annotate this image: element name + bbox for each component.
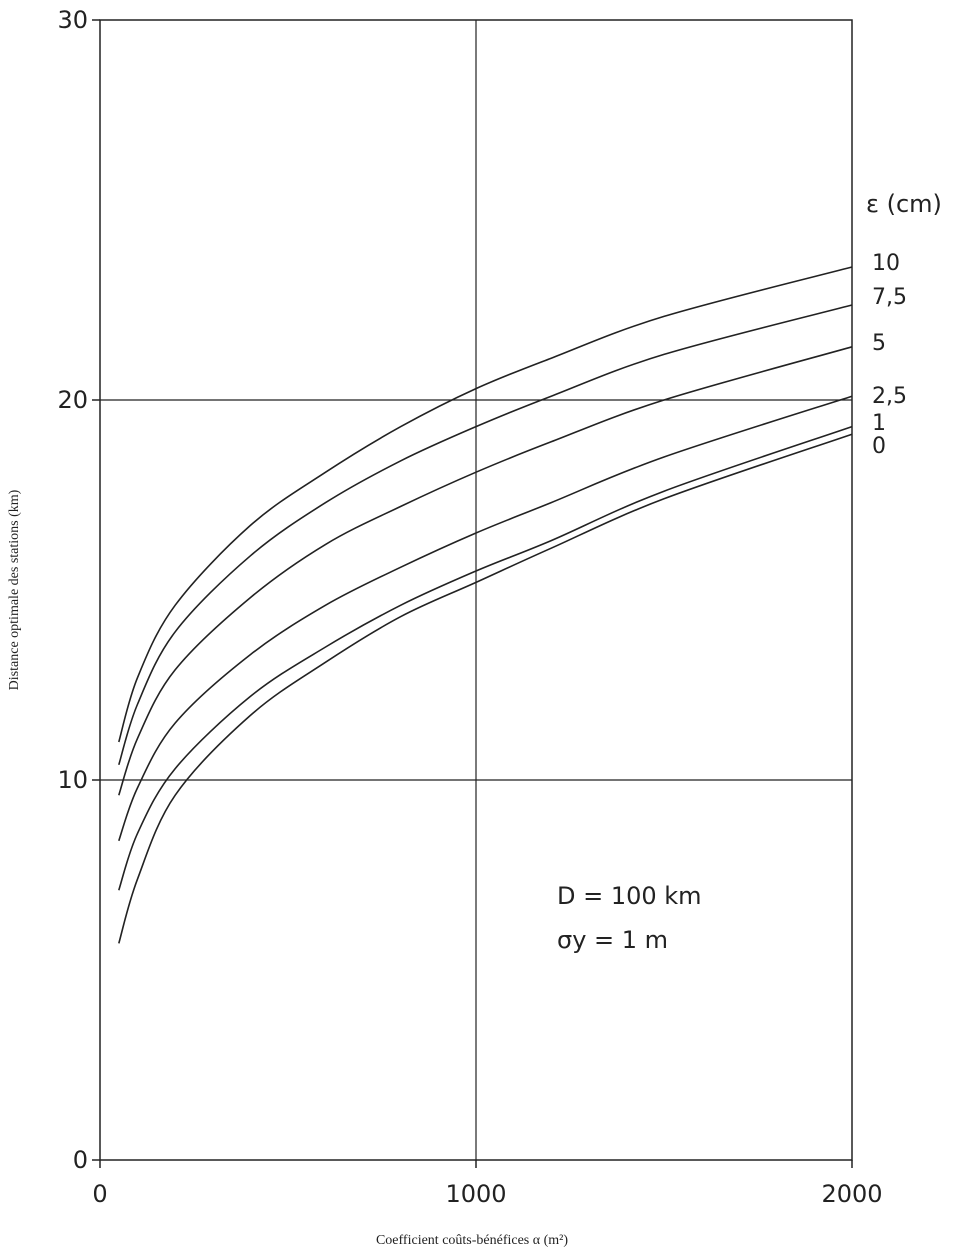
series-label-eps-0: 0 xyxy=(872,434,886,459)
y-tick-label-20: 20 xyxy=(57,386,88,414)
series-line-eps-1 xyxy=(118,425,853,891)
x-tick-label-0: 0 xyxy=(92,1180,107,1208)
series-line-eps-7-5 xyxy=(118,304,853,766)
x-axis-title: Coefficient coûts-bénéfices α (m²) xyxy=(376,1233,568,1248)
y-tick-label-30: 30 xyxy=(57,6,88,34)
y-tick-label-0: 0 xyxy=(73,1146,88,1174)
series-label-eps-7-5: 7,5 xyxy=(872,285,907,310)
x-tick-label-2000: 2000 xyxy=(821,1180,882,1208)
y-axis: 0 10 20 30 xyxy=(57,6,100,1174)
series-line-eps-2-5 xyxy=(118,395,853,842)
y-tick-label-10: 10 xyxy=(57,766,88,794)
series-label-eps-2-5: 2,5 xyxy=(872,384,907,409)
curve-labels: 107,552,510 xyxy=(872,251,907,459)
x-axis: 0 1000 2000 xyxy=(92,1160,883,1208)
series-line-eps-5 xyxy=(118,346,853,796)
series-label-eps-1: 1 xyxy=(872,411,886,436)
x-tick-label-1000: 1000 xyxy=(445,1180,506,1208)
curves xyxy=(118,266,853,944)
annotation-sigma: σy = 1 m xyxy=(557,926,668,954)
legend-title: ε (cm) xyxy=(866,190,942,218)
series-label-eps-10: 10 xyxy=(872,251,900,276)
annotation-distance: D = 100 km xyxy=(557,882,702,910)
grid xyxy=(100,20,852,1160)
series-label-eps-5: 5 xyxy=(872,331,886,356)
series-line-eps-10 xyxy=(118,266,853,743)
series-line-eps-0 xyxy=(118,433,853,944)
y-axis-title: Distance optimale des stations (km) xyxy=(7,489,22,690)
